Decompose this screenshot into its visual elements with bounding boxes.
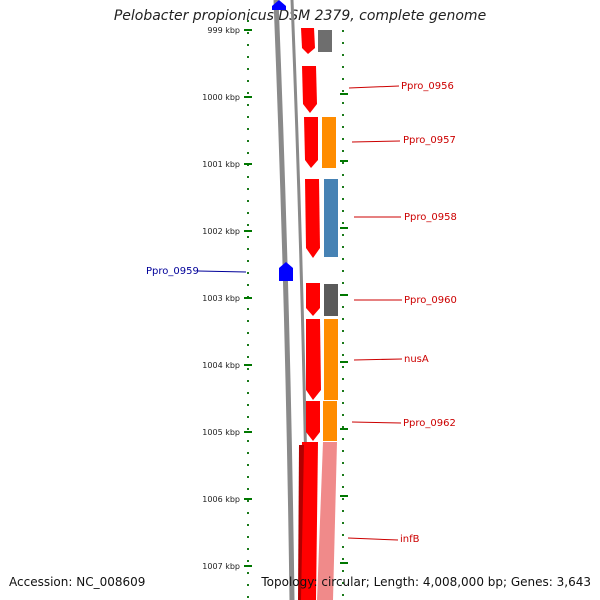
gene-label-ppro0960[interactable]: Ppro_0960 xyxy=(404,295,457,306)
gene-labels: Ppro_0956 Ppro_0957 Ppro_0958 Ppro_0959 … xyxy=(146,81,457,545)
cog-block-orange-2 xyxy=(324,319,338,400)
genome-summary-text: Topology: circular; Length: 4,008,000 bp… xyxy=(261,575,591,589)
cog-block-blue-1 xyxy=(324,179,338,257)
gene-arrow-1[interactable] xyxy=(301,28,315,54)
ruler-tick-label: 999 kbp xyxy=(207,26,240,35)
cog-track xyxy=(317,30,338,600)
map-title: Pelobacter propionicus DSM 2379, complet… xyxy=(113,8,487,24)
ruler-ticks: 999 kbp 1000 kbp 1001 kbp 1002 kbp 1003 kbp 1… xyxy=(202,26,348,571)
label-leaders xyxy=(197,85,403,541)
gene-label-ppro0957[interactable]: Ppro_0957 xyxy=(403,135,456,146)
cog-block-grey-1 xyxy=(318,30,332,52)
gene-label-nusa[interactable]: nusA xyxy=(404,354,429,365)
ruler-tick-label: 1005 kbp xyxy=(202,428,240,437)
cog-block-orange-3 xyxy=(323,401,337,441)
ruler-tick-label: 1001 kbp xyxy=(202,160,240,169)
forward-gene-track xyxy=(298,28,321,600)
gene-arrow-2[interactable] xyxy=(302,66,317,113)
reverse-gene-arrow-top[interactable] xyxy=(272,0,286,10)
ruler-tick-label: 1006 kbp xyxy=(202,495,240,504)
ruler-tick-label: 1002 kbp xyxy=(202,227,240,236)
gene-label-infb[interactable]: infB xyxy=(400,534,420,545)
ruler-tick-label: 1007 kbp xyxy=(202,562,240,571)
accession-text: Accession: NC_008609 xyxy=(9,575,146,589)
gene-label-ppro0956[interactable]: Ppro_0956 xyxy=(401,81,454,92)
gene-label-ppro0962[interactable]: Ppro_0962 xyxy=(403,418,456,429)
ruler-tick-label: 1003 kbp xyxy=(202,294,240,303)
ruler-tick-label: 1000 kbp xyxy=(202,93,240,102)
ruler-tick-label: 1004 kbp xyxy=(202,361,240,370)
gene-arrow-4[interactable] xyxy=(305,179,320,258)
cog-block-pink-1 xyxy=(317,442,337,600)
cog-block-orange-1 xyxy=(322,117,336,168)
gene-label-ppro0958[interactable]: Ppro_0958 xyxy=(404,212,457,223)
gene-arrow-5[interactable] xyxy=(306,283,320,316)
gene-arrow-6[interactable] xyxy=(306,319,321,400)
gene-arrow-8-shade xyxy=(298,445,304,600)
cog-block-grey-2 xyxy=(324,284,338,316)
gene-label-ppro0959[interactable]: Ppro_0959 xyxy=(146,266,199,277)
gene-arrow-8[interactable] xyxy=(299,442,318,600)
reverse-gene-track xyxy=(272,0,293,281)
reverse-gene-arrow-ppro0959[interactable] xyxy=(279,262,293,281)
backbone-outer xyxy=(273,0,295,600)
gene-arrow-3[interactable] xyxy=(304,117,318,168)
gene-arrow-7[interactable] xyxy=(306,401,320,441)
